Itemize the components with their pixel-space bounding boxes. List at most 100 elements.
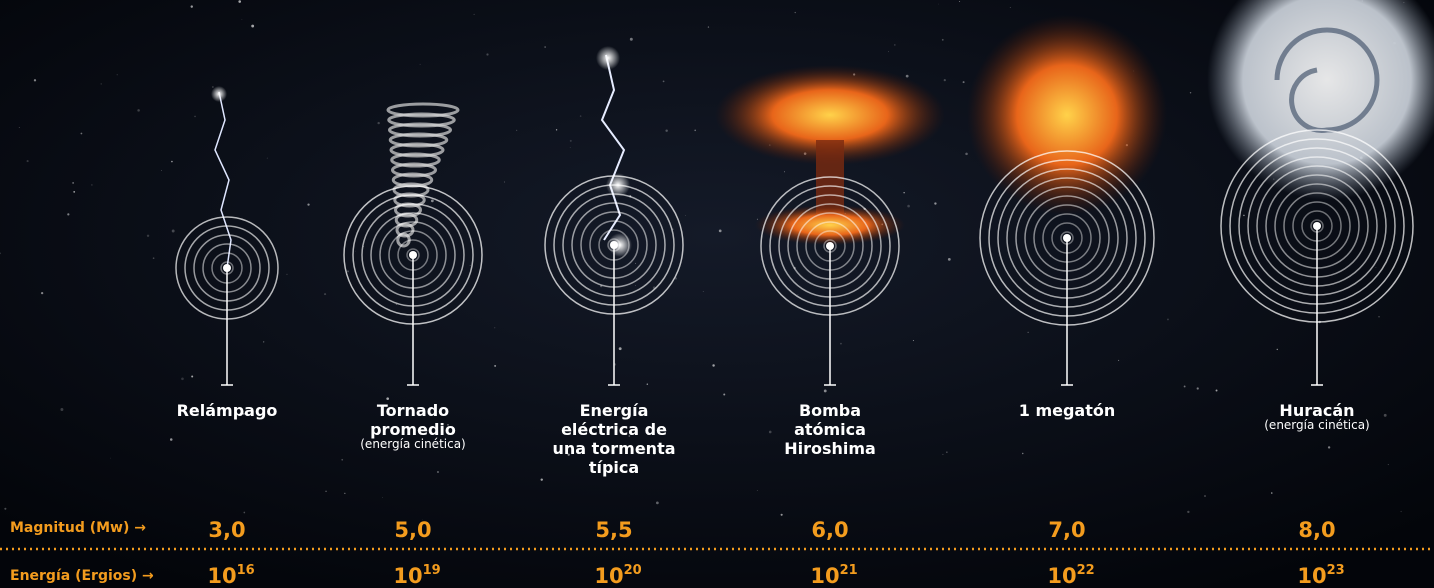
energy-base: 10 <box>594 564 623 588</box>
energy-value: 1021 <box>810 563 857 588</box>
star <box>947 258 951 261</box>
star <box>191 375 194 378</box>
star <box>194 115 196 118</box>
star <box>137 109 140 112</box>
star <box>494 327 496 329</box>
star <box>1375 267 1377 268</box>
star <box>629 37 633 41</box>
star <box>783 171 785 173</box>
star <box>635 285 636 287</box>
star <box>243 511 246 514</box>
magnitude-value: 6,0 <box>811 518 848 542</box>
star <box>1189 92 1192 94</box>
item-label: típica <box>589 458 639 477</box>
star <box>942 453 944 456</box>
star <box>1009 7 1011 9</box>
star <box>1196 387 1199 390</box>
star <box>242 412 245 415</box>
item-label: Relámpago <box>177 401 278 420</box>
star <box>212 86 214 88</box>
item-sublabel: (energía cinética) <box>1264 418 1370 432</box>
star <box>756 490 758 491</box>
star <box>421 518 423 520</box>
item-label: 1 megatón <box>1019 401 1116 420</box>
energy-row-label: Energía (Ergios) → <box>10 568 154 584</box>
star <box>907 204 910 208</box>
star <box>662 80 665 83</box>
star <box>263 341 265 343</box>
star <box>73 191 76 193</box>
star <box>702 291 704 293</box>
energy-base: 10 <box>1297 564 1326 588</box>
magnitude-value: 5,5 <box>595 518 632 542</box>
star <box>67 213 70 216</box>
hurricane <box>1207 0 1434 200</box>
tornado-band <box>393 192 426 208</box>
item-label: una tormenta <box>552 439 675 458</box>
star <box>569 147 571 148</box>
mushroom-cap <box>715 65 945 165</box>
magnitude-value: 7,0 <box>1048 518 1085 542</box>
energy-base: 10 <box>1047 564 1076 588</box>
star <box>469 264 471 266</box>
star <box>0 252 2 255</box>
energy-value: 1016 <box>207 563 254 588</box>
star <box>540 478 543 481</box>
tornado-band <box>391 162 437 178</box>
star <box>794 11 796 14</box>
item-label: eléctrica de <box>561 420 667 439</box>
energy-value: 1023 <box>1297 563 1344 588</box>
star <box>169 438 173 441</box>
star <box>91 184 93 186</box>
star <box>1276 348 1279 351</box>
star <box>1383 413 1387 417</box>
glow <box>211 86 227 102</box>
star <box>40 292 44 295</box>
star <box>80 132 83 135</box>
star <box>569 139 572 142</box>
star <box>1049 255 1051 257</box>
star <box>1243 214 1245 217</box>
energy-exponent: 16 <box>237 563 255 578</box>
tornado-band <box>388 132 449 148</box>
item: Relámpago 3,0 1016 <box>175 86 279 588</box>
lightning <box>214 91 232 269</box>
item-label: Hiroshima <box>784 439 876 458</box>
star <box>946 451 948 453</box>
star <box>823 389 827 393</box>
star <box>780 513 783 516</box>
star <box>567 453 570 456</box>
star <box>72 182 74 184</box>
star <box>656 501 659 505</box>
star <box>959 0 961 3</box>
energy-exponent: 23 <box>1327 563 1345 578</box>
star <box>161 170 163 172</box>
star <box>116 74 118 76</box>
star <box>325 490 327 493</box>
star <box>1187 510 1190 514</box>
tornado-band <box>386 102 460 118</box>
tornado-band <box>392 182 430 198</box>
mushroom-base <box>755 205 905 245</box>
star <box>635 262 636 264</box>
star <box>171 229 175 233</box>
star <box>152 257 155 259</box>
glow <box>596 46 620 70</box>
star <box>1167 318 1169 321</box>
tornado-band <box>395 222 415 238</box>
star <box>1215 389 1218 392</box>
item-label: Bomba <box>799 401 861 420</box>
energy-value: 1020 <box>594 563 641 588</box>
star <box>1378 316 1380 318</box>
item: Huracán(energía cinética) 8,0 1023 <box>1207 0 1434 588</box>
star <box>756 218 758 220</box>
star <box>934 202 937 205</box>
star <box>1118 359 1120 361</box>
item: 1 megatón 7,0 1022 <box>967 15 1167 588</box>
stars <box>0 0 1405 520</box>
star <box>840 342 842 345</box>
star <box>171 160 173 163</box>
star <box>430 199 434 203</box>
